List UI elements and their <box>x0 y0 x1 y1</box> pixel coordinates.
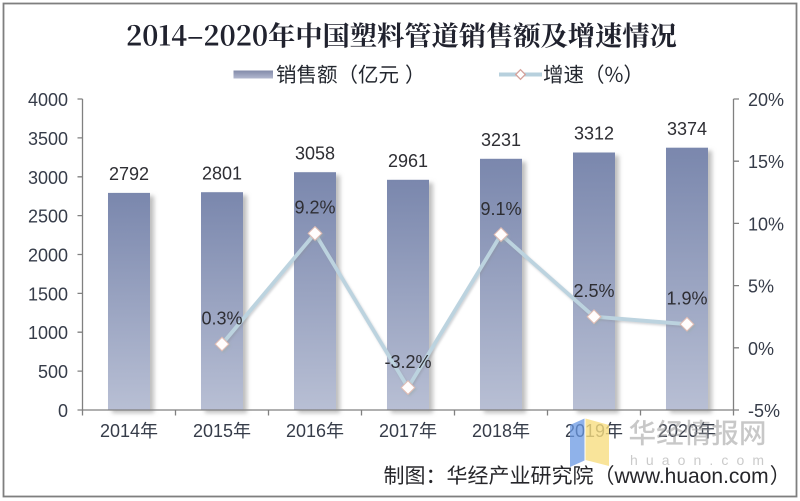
svg-text:2016: 2016 <box>286 421 326 441</box>
svg-text:2.5%: 2.5% <box>573 281 614 301</box>
svg-text:1.9%: 1.9% <box>666 288 707 308</box>
svg-text:-3.2%: -3.2% <box>384 352 431 372</box>
svg-text:15%: 15% <box>748 152 784 172</box>
svg-text:3000: 3000 <box>28 168 68 188</box>
svg-text:0: 0 <box>58 401 68 421</box>
svg-text:0.3%: 0.3% <box>201 308 242 328</box>
svg-text:5%: 5% <box>748 277 774 297</box>
svg-text:2000: 2000 <box>28 246 68 266</box>
svg-text:2500: 2500 <box>28 207 68 227</box>
svg-text:2018: 2018 <box>472 421 512 441</box>
svg-text:4000: 4000 <box>28 90 68 110</box>
svg-text:3312: 3312 <box>574 124 614 144</box>
svg-text:2017: 2017 <box>379 421 419 441</box>
svg-text:2015: 2015 <box>193 421 233 441</box>
svg-text:www.huaon.com: www.huaon.com <box>614 465 769 488</box>
svg-text:2014: 2014 <box>100 421 140 441</box>
svg-text:-5%: -5% <box>748 401 780 421</box>
svg-text:0%: 0% <box>748 339 774 359</box>
svg-text:3058: 3058 <box>295 143 335 163</box>
svg-text:2801: 2801 <box>202 163 242 183</box>
svg-text:1000: 1000 <box>28 323 68 343</box>
svg-text:9.2%: 9.2% <box>294 198 335 218</box>
svg-text:3374: 3374 <box>667 119 707 139</box>
svg-text:10%: 10% <box>748 214 784 234</box>
svg-text:3231: 3231 <box>481 130 521 150</box>
svg-text:20%: 20% <box>748 90 784 110</box>
svg-text:2961: 2961 <box>388 151 428 171</box>
svg-text:1500: 1500 <box>28 284 68 304</box>
svg-text:500: 500 <box>38 362 68 382</box>
svg-text:2792: 2792 <box>109 164 149 184</box>
svg-text:3500: 3500 <box>28 129 68 149</box>
svg-text:9.1%: 9.1% <box>480 199 521 219</box>
svg-text:huaon.com: huaon.com <box>630 452 772 468</box>
